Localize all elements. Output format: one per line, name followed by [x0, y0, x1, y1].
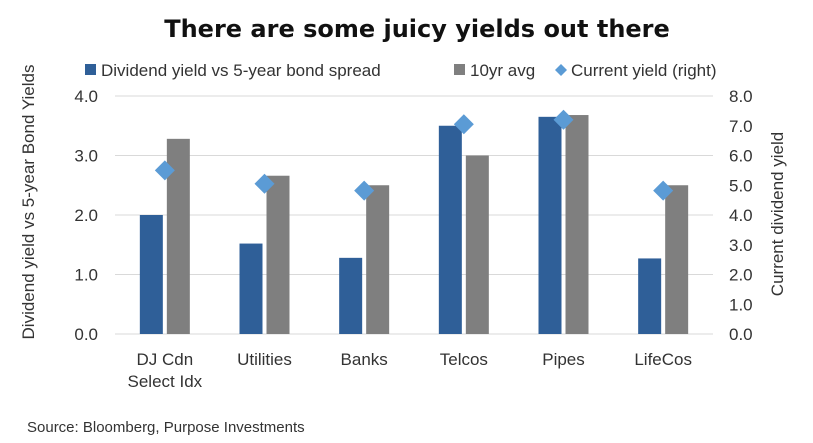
x-tick-label: Telcos: [440, 350, 488, 369]
x-tick-label: LifeCos: [634, 350, 692, 369]
left-tick-label: 0.0: [74, 325, 98, 344]
right-tick-label: 1.0: [729, 295, 753, 314]
left-tick-label: 1.0: [74, 266, 98, 285]
current-yield-marker: [154, 160, 175, 181]
right-axis-ticks: 0.0 1.0 2.0 3.0 4.0 5.0 6.0 7.0 8.0: [729, 87, 753, 344]
current-yield-marker: [653, 180, 674, 201]
left-tick-label: 2.0: [74, 206, 98, 225]
current-yield-markers: [154, 109, 674, 201]
bar-10yr-avg: [266, 175, 290, 334]
legend-swatch: [85, 64, 96, 75]
bar-10yr-avg: [465, 155, 489, 334]
bar-dividend-spread: [638, 258, 662, 334]
legend-label: Current yield (right): [571, 61, 717, 80]
x-tick-label-line: LifeCos: [634, 350, 692, 369]
x-tick-label-line: Pipes: [542, 350, 585, 369]
current-yield-marker: [453, 114, 474, 135]
left-tick-label: 3.0: [74, 147, 98, 166]
right-tick-label: 5.0: [729, 176, 753, 195]
bar-dividend-spread: [139, 215, 163, 334]
bar-10yr-avg: [366, 185, 390, 334]
bar-10yr-avg: [166, 138, 190, 334]
legend: Dividend yield vs 5-year bond spread 10yr…: [85, 61, 717, 80]
x-tick-label: Utilities: [237, 350, 292, 369]
current-yield-marker: [354, 180, 375, 201]
right-tick-label: 7.0: [729, 117, 753, 136]
x-tick-label-line: Utilities: [237, 350, 292, 369]
legend-label: 10yr avg: [470, 61, 535, 80]
x-tick-label-line: DJ Cdn: [136, 350, 193, 369]
left-axis-ticks: 0.0 1.0 2.0 3.0 4.0: [74, 87, 98, 344]
x-tick-label: DJ Cdn Select Idx: [128, 350, 203, 391]
current-yield-marker: [254, 173, 275, 194]
x-tick-label-line: Telcos: [440, 350, 488, 369]
right-tick-label: 6.0: [729, 147, 753, 166]
current-yield-marker: [553, 109, 574, 130]
right-tick-label: 0.0: [729, 325, 753, 344]
legend-swatch: [555, 64, 567, 76]
bar-dividend-spread: [239, 243, 263, 334]
x-axis-ticks: DJ Cdn Select Idx Utilities Banks Telcos Pipe…: [128, 350, 692, 391]
x-tick-label-line: Banks: [341, 350, 388, 369]
gridlines: [115, 95, 713, 335]
x-tick-label: Pipes: [542, 350, 585, 369]
bar-10yr-avg: [565, 115, 589, 334]
left-axis-title: Dividend yield vs 5-year Bond Yields: [19, 65, 38, 340]
right-tick-label: 4.0: [729, 206, 753, 225]
legend-swatch: [454, 64, 465, 75]
right-tick-label: 2.0: [729, 266, 753, 285]
bar-dividend-spread: [538, 116, 562, 334]
x-tick-label: Banks: [341, 350, 388, 369]
bar-dividend-spread: [438, 125, 462, 334]
left-tick-label: 4.0: [74, 87, 98, 106]
bar-dividend-spread: [339, 257, 363, 334]
right-axis-title: Current dividend yield: [768, 132, 787, 296]
legend-label: Dividend yield vs 5-year bond spread: [101, 61, 381, 80]
bar-10yr-avg: [665, 185, 689, 334]
bars: [139, 115, 689, 334]
x-tick-label-line: Select Idx: [128, 372, 203, 391]
source-note: Source: Bloomberg, Purpose Investments: [27, 419, 305, 436]
chart-title: There are some juicy yields out there: [164, 15, 670, 43]
right-tick-label: 3.0: [729, 236, 753, 255]
right-tick-label: 8.0: [729, 87, 753, 106]
